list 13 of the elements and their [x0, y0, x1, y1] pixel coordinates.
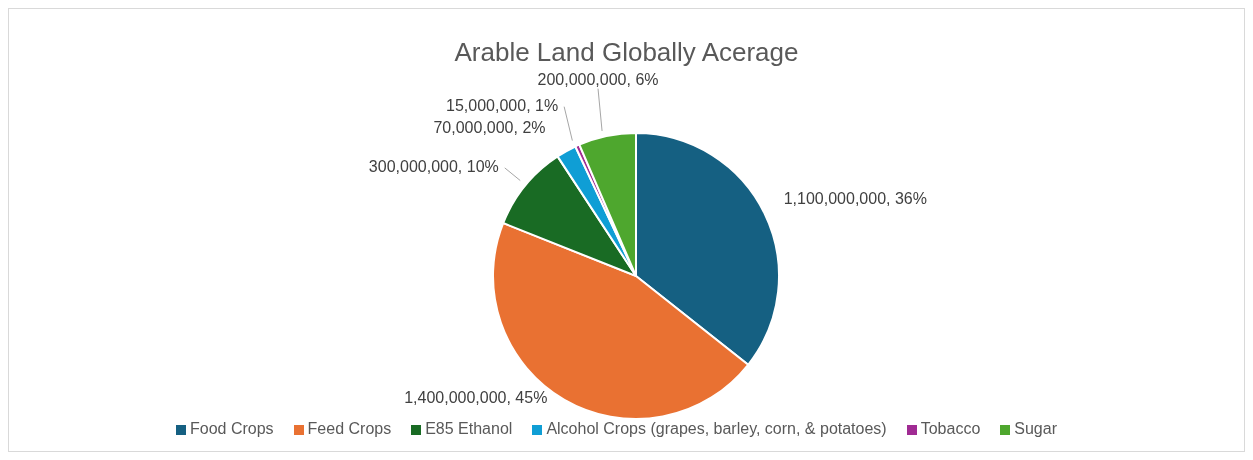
data-label: 1,100,000,000, 36% [783, 190, 927, 208]
legend-label: E85 Ethanol [425, 420, 513, 437]
legend-label: Food Crops [190, 420, 274, 437]
data-label: 70,000,000, 2% [433, 118, 546, 136]
data-label: 300,000,000, 10% [368, 158, 499, 176]
legend-label: Tobacco [920, 420, 981, 437]
chart-title: Arable Land Globally Acerage [453, 37, 800, 68]
data-label: 15,000,000, 1% [446, 96, 559, 114]
legend-label: Sugar [1014, 420, 1057, 437]
data-label: 200,000,000, 6% [537, 70, 659, 88]
data-label: 1,400,000,000, 45% [404, 389, 548, 407]
legend-label: Feed Crops [307, 420, 392, 437]
legend-label: Alcohol Crops (grapes, barley, corn, & potatoes) [546, 420, 887, 437]
